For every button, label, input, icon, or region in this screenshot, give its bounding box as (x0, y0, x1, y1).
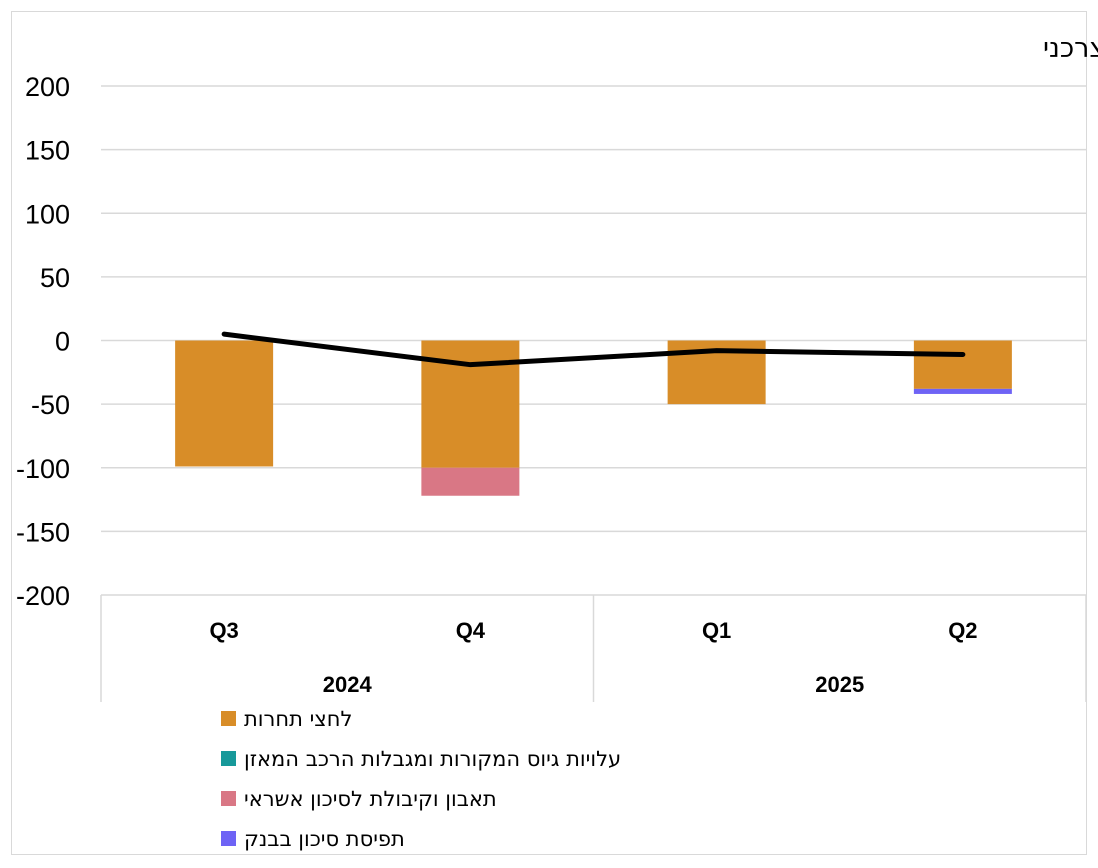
y-tick-label: -50 (31, 390, 70, 420)
x-tick-label: Q4 (456, 618, 486, 643)
legend-label: לחצי תחרות (244, 707, 352, 731)
bar-segment (421, 467, 520, 496)
bar-segment (913, 340, 1012, 389)
x-tick-label: Q1 (702, 618, 731, 643)
x-tick-label: Q3 (209, 618, 238, 643)
legend-swatch (221, 791, 236, 806)
legend-label: תאבון וקיבולת לסיכון אשראי (244, 787, 497, 811)
legend-swatch (221, 711, 236, 726)
y-tick-label: 200 (25, 72, 70, 102)
y-tick-label: -200 (16, 581, 70, 611)
legend-label: תפיסת סיכון בבנק (244, 827, 405, 851)
y-axis-ticks: 200 150 100 50 0 -50 -100 -150 -200 (16, 72, 70, 611)
y-tick-label: 50 (40, 263, 70, 293)
bar-segment (175, 340, 274, 467)
y-tick-label: 0 (55, 327, 70, 357)
y-tick-label: 100 (25, 199, 70, 229)
bars (175, 340, 1012, 496)
legend-swatch (221, 751, 236, 766)
x-group-label: 2025 (815, 672, 864, 697)
line-path (221, 331, 966, 368)
legend-swatch (221, 831, 236, 846)
chart-title: ג. אשראי צרכני (1043, 33, 1098, 64)
y-tick-label: 150 (25, 136, 70, 166)
legend-label: עלויות גיוס המקורות ומגבלות הרכב המאזן (244, 747, 621, 771)
legend: לחצי תחרות עלויות גיוס המקורות ומגבלות הר… (221, 707, 621, 851)
x-axis: Q3 Q4 Q1 Q2 2024 2025 (100, 595, 1087, 702)
x-group-label: 2024 (323, 672, 373, 697)
bar-segment (913, 388, 1012, 394)
x-tick-label: Q2 (948, 618, 977, 643)
y-tick-label: -100 (16, 454, 70, 484)
y-tick-label: -150 (16, 517, 70, 547)
line-series (221, 331, 966, 368)
